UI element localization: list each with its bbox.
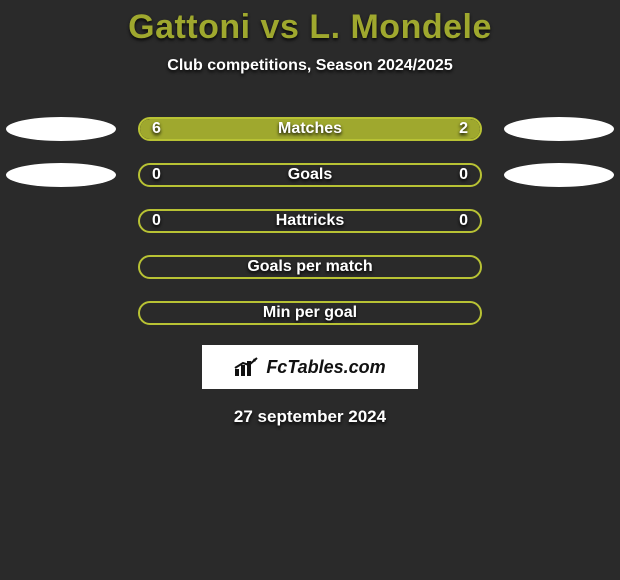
stat-rows: 62Matches 00Goals 00Hattricks Goals per mat… (0, 117, 620, 325)
stat-row: 00Hattricks (0, 209, 620, 233)
chart-icon (234, 357, 260, 377)
player-marker-left (6, 117, 116, 141)
stat-bar: 00Hattricks (138, 209, 482, 233)
stat-bar: Min per goal (138, 301, 482, 325)
subtitle: Club competitions, Season 2024/2025 (0, 57, 620, 75)
player-marker-right (504, 117, 614, 141)
stat-label: Goals (140, 165, 480, 185)
stat-label: Matches (140, 119, 480, 139)
page-title: Gattoni vs L. Mondele (0, 8, 620, 47)
player-marker-right (504, 163, 614, 187)
stat-label: Hattricks (140, 211, 480, 231)
stat-row: 00Goals (0, 163, 620, 187)
stat-label: Min per goal (140, 303, 480, 323)
date-label: 27 september 2024 (0, 407, 620, 427)
stat-bar: 00Goals (138, 163, 482, 187)
stat-row: Min per goal (0, 301, 620, 325)
stat-row: 62Matches (0, 117, 620, 141)
comparison-widget: Gattoni vs L. Mondele Club competitions,… (0, 0, 620, 427)
stat-row: Goals per match (0, 255, 620, 279)
logo-text: FcTables.com (266, 357, 385, 378)
stat-bar: Goals per match (138, 255, 482, 279)
stat-bar: 62Matches (138, 117, 482, 141)
source-logo[interactable]: FcTables.com (202, 345, 418, 389)
stat-label: Goals per match (140, 257, 480, 277)
player-marker-left (6, 163, 116, 187)
